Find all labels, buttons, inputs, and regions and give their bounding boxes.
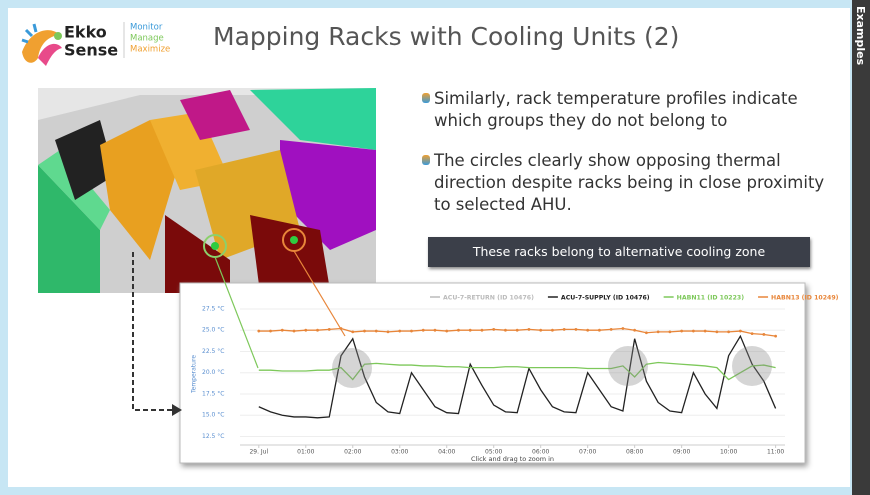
y-tick-label: 12.5 °C [202,433,224,440]
x-tick-label: 04:00 [438,449,455,456]
point [633,329,636,332]
point [586,329,589,332]
point [398,330,401,333]
y-tick-label: 22.5 °C [202,348,224,355]
point [375,330,378,333]
point [551,329,554,332]
point [751,332,754,335]
highlight-circle [332,348,372,388]
bullet: Similarly, rack temperature profiles ind… [422,88,834,132]
point [645,331,648,334]
brand-bottom: Sense [64,41,118,60]
x-tick-label: 29. Jul [249,449,268,456]
point [316,329,319,332]
x-tick-label: 08:00 [626,449,643,456]
point [539,329,542,332]
callout: These racks belong to alternative coolin… [428,237,810,267]
x-tick-label: 10:00 [720,449,737,456]
rack-render [38,88,376,293]
y-tick-label: 20.0 °C [202,369,224,376]
x-tick-label: 07:00 [579,449,596,456]
point [457,329,460,332]
tagline: Maximize [130,45,170,55]
point [598,329,601,332]
page: {"header":{"brand_top":"Ekko","brand_bot… [0,0,870,495]
tagline: Manage [130,34,164,44]
point [610,328,613,331]
point [563,328,566,331]
point [762,333,765,336]
point [434,329,437,332]
point [422,329,425,332]
point [445,330,448,333]
point [715,331,718,334]
x-tick-label: 03:00 [391,449,408,456]
point [304,329,307,332]
point [281,329,284,332]
point [469,329,472,332]
bullet: The circles clearly show opposing therma… [422,150,834,216]
brand-top: Ekko [64,23,107,42]
point [680,330,683,333]
point [692,330,695,333]
x-tick-label: 02:00 [344,449,361,456]
y-tick-label: 25.0 °C [202,327,224,334]
point [351,331,354,334]
point [727,331,730,334]
y-tick-label: 27.5 °C [202,305,224,312]
point [575,328,578,331]
highlight-circle [732,346,772,386]
point [774,335,777,338]
point [269,330,272,333]
point [739,330,742,333]
slide-title: Mapping Racks with Cooling Units (2) [213,22,679,51]
legend-label: HABN13 (ID 10249) [771,295,839,302]
point [516,329,519,332]
highlight-circle [608,346,648,386]
point [492,328,495,331]
tagline: Monitor [130,23,163,33]
point [504,329,507,332]
y-axis-label: Temperature [191,355,198,394]
x-tick-label: 09:00 [673,449,690,456]
point [387,331,390,334]
point [363,330,366,333]
x-tick-label: 11:00 [767,449,784,456]
x-tick-label: 01:00 [297,449,314,456]
point [704,330,707,333]
y-tick-label: 17.5 °C [202,390,224,397]
point [622,327,625,330]
point [293,330,296,333]
y-tick-label: 15.0 °C [202,412,224,419]
legend-label: ACU-7-SUPPLY (ID 10476) [561,295,650,302]
point [328,328,331,331]
x-axis-label: Click and drag to zoom in [471,455,554,463]
point [257,330,260,333]
legend-label: HABN11 (ID 10223) [677,295,745,302]
logo: Ekko Sense Monitor Manage Maximize [22,22,170,66]
point [481,329,484,332]
point [668,331,671,334]
point [528,328,531,331]
point [657,331,660,334]
point [410,330,413,333]
legend-label: ACU-7-RETURN (ID 10476) [443,295,534,302]
